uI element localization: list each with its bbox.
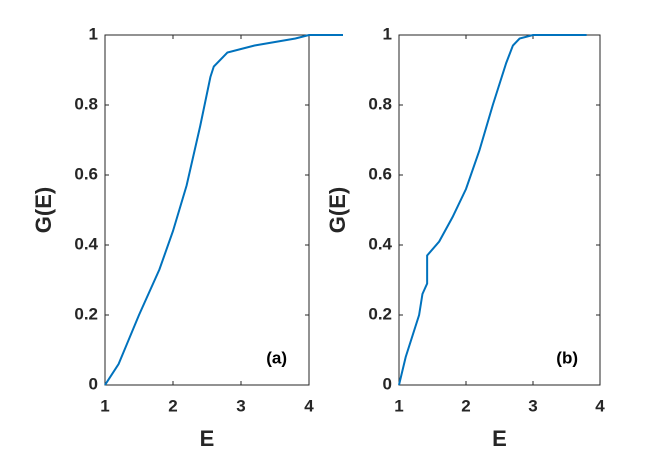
y-tick-label: 0.8 — [74, 94, 98, 113]
y-tick-label: 1 — [89, 24, 98, 43]
x-axis-label: E — [492, 426, 507, 451]
y-tick-label: 0.6 — [368, 164, 392, 183]
curve — [104, 34, 343, 386]
curve — [398, 34, 587, 386]
y-tick-label: 0.2 — [74, 304, 98, 323]
x-tick-label: 1 — [100, 396, 109, 415]
x-tick-label: 3 — [236, 396, 245, 415]
y-axis-label: G(E) — [325, 187, 350, 233]
y-tick-label: 0.6 — [74, 164, 98, 183]
y-axis-label: G(E) — [31, 187, 56, 233]
y-tick-label: 0.8 — [368, 94, 392, 113]
panel-label: (a) — [266, 348, 287, 367]
x-tick-label: 1 — [394, 396, 403, 415]
x-tick-label: 3 — [528, 396, 537, 415]
y-tick-label: 0.2 — [368, 304, 392, 323]
x-tick-label: 2 — [461, 396, 470, 415]
y-tick-label: 0.4 — [74, 234, 98, 253]
x-tick-label: 2 — [168, 396, 177, 415]
axes-box — [104, 34, 310, 386]
y-tick-label: 0 — [383, 374, 392, 393]
x-tick-label: 4 — [595, 396, 605, 415]
axes-box — [398, 34, 601, 386]
y-tick-label: 0.4 — [368, 234, 392, 253]
x-axis-label: E — [200, 426, 215, 451]
y-tick-label: 0 — [89, 374, 98, 393]
panel-label: (b) — [556, 348, 578, 367]
y-tick-label: 1 — [383, 24, 392, 43]
x-tick-label: 4 — [304, 396, 314, 415]
